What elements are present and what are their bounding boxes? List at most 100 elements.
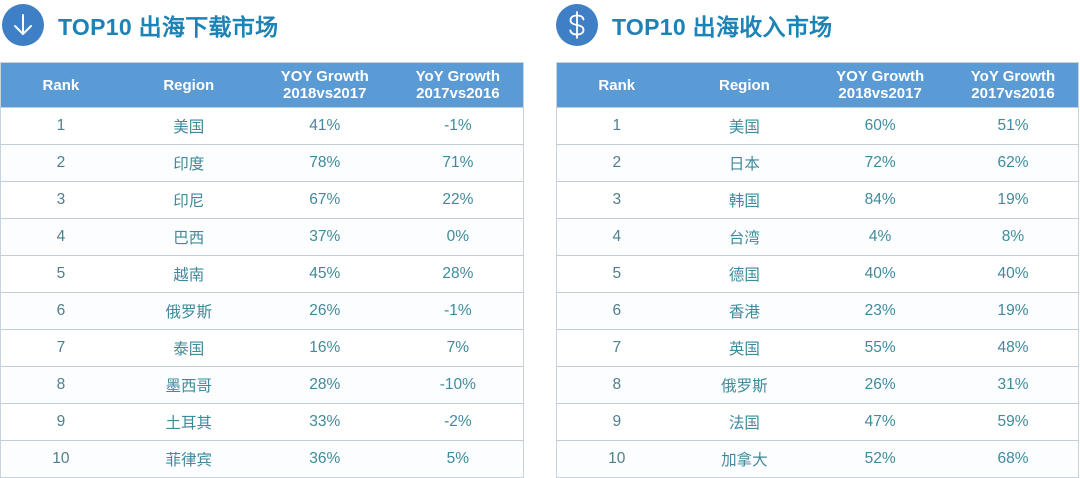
header-region: Region [163,76,215,94]
downloads-title-bar: TOP10 出海下载市场 [2,0,278,50]
growth-2018-cell: 26% [309,302,341,319]
dollar-icon [556,4,598,46]
region-cell: 德国 [728,267,760,284]
growth-2018-cell: 26% [864,376,896,393]
header-growth-2018-line2: 2018vs2017 [283,85,367,102]
growth-2017-cell: 51% [997,117,1029,134]
growth-2017-cell: -10% [439,376,476,393]
table-row: 4 台湾 4% 8% [556,218,1079,256]
table-row: 1 美国 60% 51% [556,107,1079,145]
region-cell: 韩国 [728,193,760,210]
header-growth-2017-line1: YoY Growth [415,68,501,85]
table-row: 2 印度 78% 71% [0,144,524,182]
rank-cell: 9 [612,413,622,430]
arrow-down-icon [2,4,44,46]
header-rank: Rank [42,76,80,94]
table-row: 9 土耳其 33% -2% [0,403,524,441]
growth-2018-cell: 67% [309,191,341,208]
region-cell: 巴西 [173,230,205,247]
rank-cell: 10 [608,450,626,467]
growth-2018-cell: 78% [309,154,341,171]
rank-cell: 3 [56,191,66,208]
table-row: 3 印尼 67% 22% [0,181,524,219]
growth-2017-cell: 59% [997,413,1029,430]
region-cell: 俄罗斯 [165,304,213,321]
revenue-table: Rank Region YOY Growth 2018vs2017 YoY Gr… [556,62,1079,478]
growth-2018-cell: 45% [309,265,341,282]
rank-cell: 3 [612,191,622,208]
rank-cell: 5 [612,265,622,282]
header-growth-2018-line1: YOY Growth [280,68,369,85]
growth-2018-cell: 55% [864,339,896,356]
header-growth-2017: YoY Growth 2017vs2016 [948,63,1079,108]
growth-2018-cell: 23% [864,302,896,319]
region-cell: 美国 [173,119,205,136]
region-cell: 英国 [728,341,760,358]
growth-2017-cell: 0% [446,228,470,245]
table-row: 10 加拿大 52% 68% [556,440,1079,478]
region-cell: 越南 [173,267,205,284]
rank-cell: 6 [56,302,66,319]
growth-2018-cell: 37% [309,228,341,245]
header-growth-2017-line2: 2017vs2016 [971,85,1055,102]
region-cell: 俄罗斯 [721,378,768,395]
growth-2017-cell: 31% [997,376,1029,393]
growth-2018-cell: 40% [864,265,896,282]
header-growth-2017: YoY Growth 2017vs2016 [393,63,524,108]
table-header-row: Rank Region YOY Growth 2018vs2017 YoY Gr… [0,62,524,108]
header-growth-2018-line2: 2018vs2017 [838,85,922,102]
growth-2018-cell: 47% [864,413,896,430]
growth-2017-cell: 5% [446,450,470,467]
growth-2017-cell: 68% [997,450,1029,467]
revenue-title: TOP10 出海收入市场 [612,14,833,40]
table-row: 6 俄罗斯 26% -1% [0,292,524,330]
growth-2018-cell: 33% [309,413,341,430]
rank-cell: 2 [56,154,66,171]
table-row: 8 墨西哥 28% -10% [0,366,524,404]
region-cell: 台湾 [728,230,760,247]
growth-2017-cell: 7% [446,339,470,356]
table-row: 3 韩国 84% 19% [556,181,1079,219]
growth-2018-cell: 16% [309,339,341,356]
region-cell: 菲律宾 [165,452,213,469]
region-cell: 美国 [728,119,760,136]
region-cell: 日本 [728,156,760,173]
growth-2018-cell: 52% [864,450,896,467]
growth-2017-cell: 40% [997,265,1029,282]
rank-cell: 6 [612,302,622,319]
growth-2017-cell: 8% [1001,228,1025,245]
header-region: Region [718,76,770,94]
header-growth-2018-line1: YOY Growth [836,68,925,85]
table-header-row: Rank Region YOY Growth 2018vs2017 YoY Gr… [556,62,1079,108]
growth-2018-cell: 41% [309,117,341,134]
region-cell: 墨西哥 [165,378,213,395]
downloads-table: Rank Region YOY Growth 2018vs2017 YoY Gr… [0,62,524,478]
rank-cell: 5 [56,265,66,282]
table-row: 7 英国 55% 48% [556,329,1079,367]
growth-2018-cell: 28% [309,376,341,393]
growth-2018-cell: 4% [868,228,892,245]
rank-cell: 1 [56,117,66,134]
region-cell: 土耳其 [165,415,213,432]
growth-2018-cell: 36% [309,450,341,467]
growth-2018-cell: 84% [864,191,896,208]
table-row: 10 菲律宾 36% 5% [0,440,524,478]
region-cell: 加拿大 [721,452,768,469]
growth-2017-cell: 28% [442,265,474,282]
table-row: 5 越南 45% 28% [0,255,524,293]
rank-cell: 8 [612,376,622,393]
rank-cell: 10 [52,450,70,467]
growth-2018-cell: 60% [864,117,896,134]
growth-2017-cell: 48% [997,339,1029,356]
rank-cell: 7 [612,339,622,356]
region-cell: 印尼 [173,193,205,210]
table-row: 6 香港 23% 19% [556,292,1079,330]
header-growth-2018: YOY Growth 2018vs2017 [257,63,393,108]
growth-2017-cell: 62% [997,154,1029,171]
region-cell: 印度 [173,156,205,173]
growth-2017-cell: -2% [444,413,472,430]
header-growth-2018: YOY Growth 2018vs2017 [812,63,948,108]
downloads-title: TOP10 出海下载市场 [58,14,279,40]
growth-2017-cell: 19% [997,191,1029,208]
growth-2017-cell: -1% [444,117,472,134]
